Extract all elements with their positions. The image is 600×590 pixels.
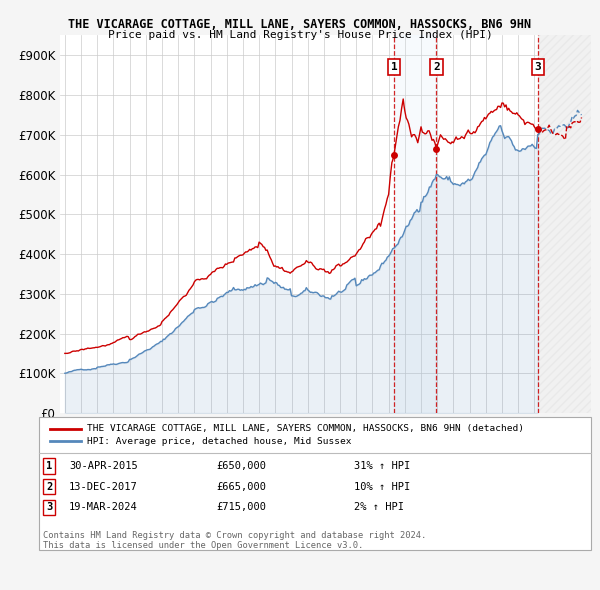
Text: 3: 3 [535, 62, 541, 72]
Bar [538, 35, 591, 413]
Text: 2: 2 [46, 482, 52, 491]
Text: THE VICARAGE COTTAGE, MILL LANE, SAYERS COMMON, HASSOCKS, BN6 9HN: THE VICARAGE COTTAGE, MILL LANE, SAYERS … [68, 18, 532, 31]
Text: 1: 1 [46, 461, 52, 471]
Text: 13-DEC-2017: 13-DEC-2017 [69, 482, 138, 491]
Text: 1: 1 [391, 62, 397, 72]
Bar [538, 35, 591, 413]
Text: This data is licensed under the Open Government Licence v3.0.: This data is licensed under the Open Gov… [43, 541, 364, 550]
Point [389, 150, 399, 159]
Point [431, 144, 441, 153]
Text: 10% ↑ HPI: 10% ↑ HPI [354, 482, 410, 491]
Text: £715,000: £715,000 [216, 503, 266, 512]
Text: £650,000: £650,000 [216, 461, 266, 471]
Text: Contains HM Land Registry data © Crown copyright and database right 2024.: Contains HM Land Registry data © Crown c… [43, 530, 427, 540]
Text: 2% ↑ HPI: 2% ↑ HPI [354, 503, 404, 512]
Text: Price paid vs. HM Land Registry's House Price Index (HPI): Price paid vs. HM Land Registry's House … [107, 30, 493, 40]
Text: HPI: Average price, detached house, Mid Sussex: HPI: Average price, detached house, Mid … [87, 437, 352, 446]
Text: £665,000: £665,000 [216, 482, 266, 491]
Text: 2: 2 [433, 62, 440, 72]
Bar [394, 35, 436, 413]
Text: 31% ↑ HPI: 31% ↑ HPI [354, 461, 410, 471]
Text: 30-APR-2015: 30-APR-2015 [69, 461, 138, 471]
Text: 19-MAR-2024: 19-MAR-2024 [69, 503, 138, 512]
Point [533, 124, 542, 133]
Text: 3: 3 [46, 503, 52, 512]
Text: THE VICARAGE COTTAGE, MILL LANE, SAYERS COMMON, HASSOCKS, BN6 9HN (detached): THE VICARAGE COTTAGE, MILL LANE, SAYERS … [87, 424, 524, 434]
